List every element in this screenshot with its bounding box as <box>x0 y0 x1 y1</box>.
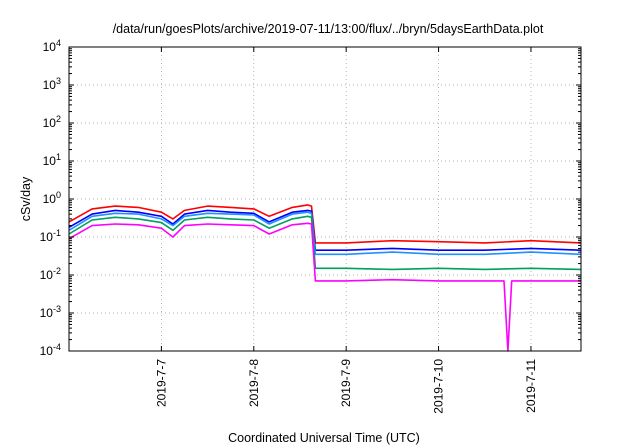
y-tick-label: 104 <box>43 38 61 54</box>
series-line <box>68 215 582 271</box>
x-tick-label: 2019-7-9 <box>339 359 353 407</box>
y-axis: 10-4 10-3 10-2 10-1 100 101 102 103 104 <box>40 38 581 358</box>
x-tick-label: 2019-7-8 <box>247 359 261 407</box>
grid <box>69 46 581 352</box>
y-tick-label: 100 <box>43 190 61 206</box>
series-layer <box>68 204 582 352</box>
y-tick-label: 103 <box>43 76 61 92</box>
chart-title: /data/run/goesPlots/archive/2019-07-11/1… <box>113 22 544 36</box>
y-tick-label: 101 <box>43 152 61 168</box>
y-tick-label: 10-3 <box>40 304 61 320</box>
y-axis-label: cSv/day <box>19 176 33 221</box>
series-line <box>68 222 581 352</box>
series-line <box>68 211 582 256</box>
y-tick-label: 10-2 <box>40 266 61 282</box>
y-tick-label: 10-1 <box>40 228 61 244</box>
x-axis-label: Coordinated Universal Time (UTC) <box>228 431 420 445</box>
y-tick-label: 10-4 <box>40 342 61 358</box>
x-tick-label: 2019-7-7 <box>154 359 168 407</box>
x-axis: 2019-7-7 2019-7-8 2019-7-9 2019-7-10 2019-7-… <box>154 47 538 414</box>
y-tick-label: 102 <box>43 114 61 130</box>
series-line <box>68 209 582 251</box>
x-tick-label: 2019-7-10 <box>432 359 446 414</box>
series-line <box>68 204 582 244</box>
x-tick-label: 2019-7-11 <box>524 359 538 413</box>
